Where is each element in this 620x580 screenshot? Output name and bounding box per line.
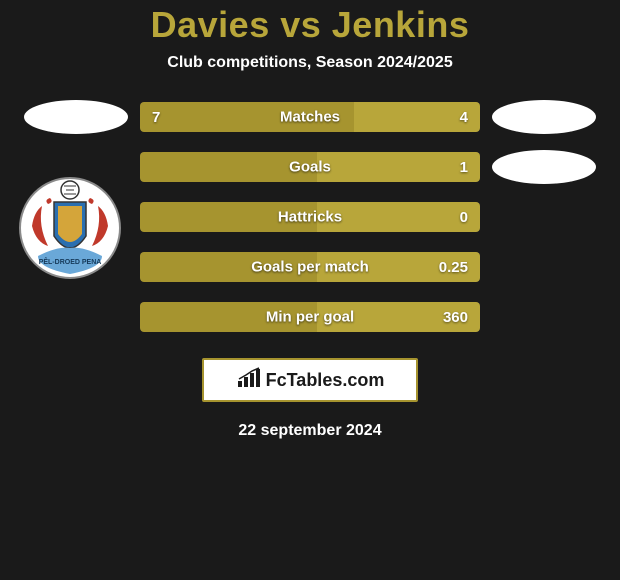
- logo-text: FcTables.com: [266, 370, 385, 391]
- stat-label: Hattricks: [278, 209, 342, 226]
- stat-bar: 7 4 Matches: [140, 102, 480, 132]
- stat-bar: 0 Hattricks: [140, 202, 480, 232]
- player-oval-right: [492, 100, 596, 134]
- stat-value-right: 360: [443, 309, 468, 326]
- player-oval-left: [24, 100, 128, 134]
- stat-label: Goals per match: [251, 259, 369, 276]
- spacer: [492, 250, 596, 284]
- stat-value-right: 0.25: [439, 259, 468, 276]
- fctables-logo-box[interactable]: FcTables.com: [202, 358, 418, 402]
- svg-text:PÊL-DROED PENA: PÊL-DROED PENA: [39, 257, 102, 266]
- date-text: 22 september 2024: [238, 422, 381, 440]
- page-title: Davies vs Jenkins: [151, 4, 470, 46]
- stat-value-right: 4: [460, 109, 468, 126]
- player-oval-right: [492, 150, 596, 184]
- stat-label: Goals: [289, 159, 331, 176]
- stat-label: Min per goal: [266, 309, 354, 326]
- spacer: [492, 200, 596, 234]
- stat-bar: 0.25 Goals per match: [140, 252, 480, 282]
- chart-icon: [236, 367, 262, 394]
- spacer: [492, 300, 596, 334]
- page-subtitle: Club competitions, Season 2024/2025: [167, 54, 452, 72]
- stat-label: Matches: [280, 109, 340, 126]
- stat-value-left: 7: [152, 109, 160, 126]
- club-crest: PÊL-DROED PENA: [18, 176, 122, 285]
- stat-bar: 360 Min per goal: [140, 302, 480, 332]
- stat-value-right: 0: [460, 209, 468, 226]
- spacer: [24, 300, 128, 334]
- stat-value-right: 1: [460, 159, 468, 176]
- stat-bar: 1 Goals: [140, 152, 480, 182]
